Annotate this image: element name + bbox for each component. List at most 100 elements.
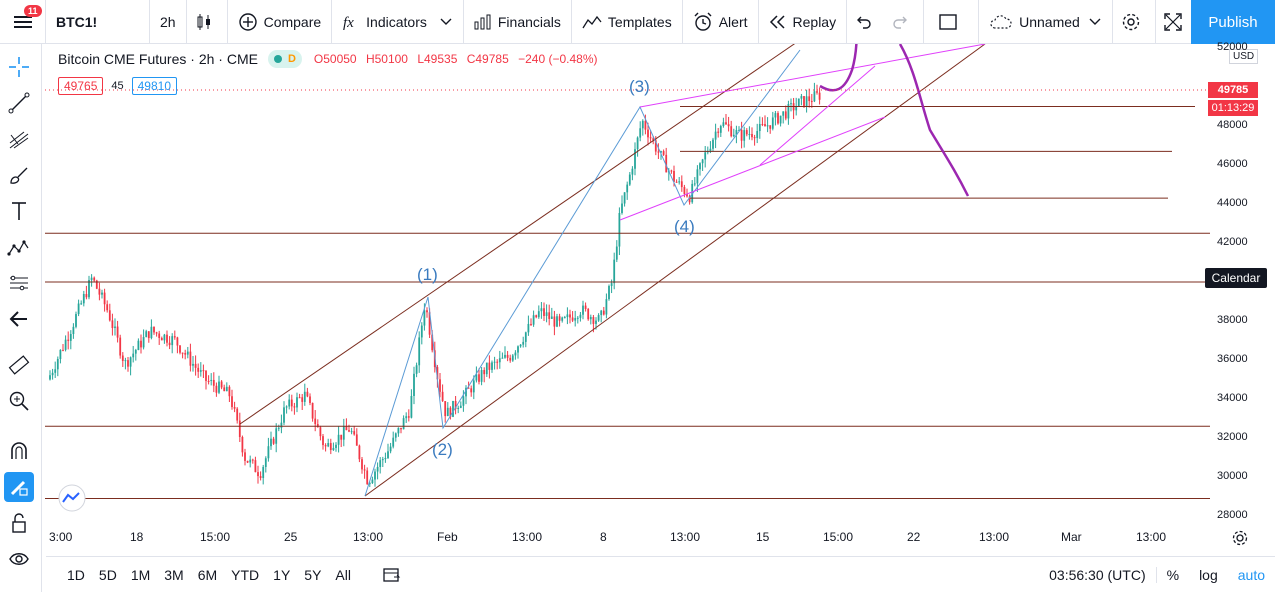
candle-body <box>532 315 535 325</box>
text-tool[interactable] <box>4 196 34 226</box>
candle-body <box>771 117 774 129</box>
price-tick-label: 52000 <box>1217 41 1248 53</box>
candle-body <box>537 311 540 318</box>
market-status-badge[interactable]: D <box>267 50 302 68</box>
logo-mark <box>62 492 80 503</box>
ask-value[interactable]: 49810 <box>131 77 177 95</box>
price-chart[interactable] <box>42 44 1275 592</box>
trendline-tool[interactable] <box>4 88 34 118</box>
layout-name-button[interactable]: Unnamed <box>979 0 1113 44</box>
candle-body <box>327 443 330 447</box>
zoom-in-icon <box>9 391 29 411</box>
stay-in-drawing-mode-tool[interactable] <box>4 472 34 502</box>
publish-label: Publish <box>1208 13 1258 31</box>
alert-button[interactable]: Alert <box>683 0 759 44</box>
brush-tool[interactable] <box>4 160 34 190</box>
projection-curve <box>898 44 970 197</box>
replay-button[interactable]: Replay <box>759 0 848 44</box>
range-button[interactable]: 1Y <box>273 566 291 583</box>
pattern-tool[interactable] <box>4 232 34 262</box>
pitchfork-tool[interactable] <box>4 124 34 154</box>
date-range-buttons: 1D 5D 1M 3M 6M YTD 1Y 5Y All <box>60 567 358 583</box>
clock-label[interactable]: 03:56:30 (UTC) <box>1039 567 1157 583</box>
time-tick-label: 13:00 <box>512 530 543 544</box>
candle-body <box>379 460 382 467</box>
settings-button[interactable] <box>1113 0 1156 44</box>
candle-body <box>615 246 618 260</box>
templates-button[interactable]: Templates <box>572 0 683 44</box>
main-menu-button[interactable]: 11 <box>0 0 46 44</box>
channel-upper-line <box>239 44 796 425</box>
fullscreen-rect-button[interactable] <box>924 0 980 44</box>
redo-icon <box>893 16 908 29</box>
candle-body <box>779 115 782 124</box>
zoom-tool[interactable] <box>4 386 34 416</box>
candle-body <box>574 318 577 321</box>
calendar-button[interactable]: Calendar <box>1205 268 1267 288</box>
range-button[interactable]: YTD <box>231 566 260 583</box>
publish-button[interactable]: Publish <box>1191 0 1275 44</box>
candle-body <box>119 337 122 356</box>
symbol-search-button[interactable]: BTC1! <box>46 0 150 44</box>
interval-button[interactable]: 2h <box>150 0 187 44</box>
candle-body <box>660 151 662 153</box>
candle-body <box>787 103 790 119</box>
log-toggle[interactable]: log <box>1199 567 1218 583</box>
lock-drawings-tool[interactable] <box>4 508 34 538</box>
range-button[interactable]: 6M <box>197 566 218 583</box>
range-button[interactable]: 3M <box>164 566 184 583</box>
hide-drawings-tool[interactable] <box>4 544 34 574</box>
candle-body <box>790 103 792 105</box>
range-button[interactable]: 1D <box>67 566 85 583</box>
candle-body <box>675 181 678 183</box>
magnet-tool[interactable] <box>4 436 34 466</box>
bid-value[interactable]: 49765 <box>58 77 104 95</box>
crosshair-tool[interactable] <box>4 52 34 82</box>
redo-button[interactable] <box>885 0 925 44</box>
range-button[interactable]: All <box>335 566 351 583</box>
currency-label[interactable]: USD <box>1229 49 1259 64</box>
candle-body <box>548 312 551 319</box>
undo-button[interactable] <box>847 0 885 44</box>
candle-body <box>306 391 309 397</box>
percent-toggle[interactable]: % <box>1166 567 1180 583</box>
candle-body <box>631 168 634 175</box>
wedge-inner-line <box>759 65 876 166</box>
range-button[interactable]: 5D <box>98 566 117 583</box>
bar-chart-icon <box>474 14 491 29</box>
chart-settings-gear-icon[interactable] <box>1230 528 1250 548</box>
candle-body <box>600 310 603 316</box>
candle-body <box>129 357 132 367</box>
hide-toolbar-tool[interactable] <box>4 304 34 334</box>
range-button[interactable]: 5Y <box>304 566 322 583</box>
chart-style-button[interactable] <box>187 0 228 44</box>
candle-body <box>285 406 288 408</box>
compare-button[interactable]: Compare <box>228 0 333 44</box>
pencil-lock-icon <box>10 480 28 496</box>
candle-body <box>283 407 285 423</box>
financials-button[interactable]: Financials <box>464 0 572 44</box>
candle-body <box>457 407 460 409</box>
auto-toggle[interactable]: auto <box>1237 567 1265 583</box>
wave-label: (1) <box>417 265 438 284</box>
current-price-label: 49785 <box>1208 82 1258 98</box>
goto-date-icon[interactable] <box>382 566 402 584</box>
indicators-button[interactable]: fx Indicators <box>332 0 464 44</box>
candle-body <box>558 316 561 321</box>
candle-body <box>153 326 155 333</box>
range-button[interactable]: 1M <box>130 566 151 583</box>
candle-body <box>764 124 766 127</box>
prediction-tool[interactable] <box>4 268 34 298</box>
candle-body <box>439 379 441 392</box>
candle-body <box>467 387 470 389</box>
candle-body <box>69 334 72 341</box>
candle-body <box>641 120 644 129</box>
measure-tool[interactable] <box>4 350 34 380</box>
candle-body <box>350 431 353 433</box>
candle-body <box>288 399 291 407</box>
candle-body <box>311 402 314 419</box>
candle-body <box>452 400 454 417</box>
candle-body <box>649 137 652 139</box>
candle-body <box>363 469 366 471</box>
candle-body <box>108 310 111 321</box>
